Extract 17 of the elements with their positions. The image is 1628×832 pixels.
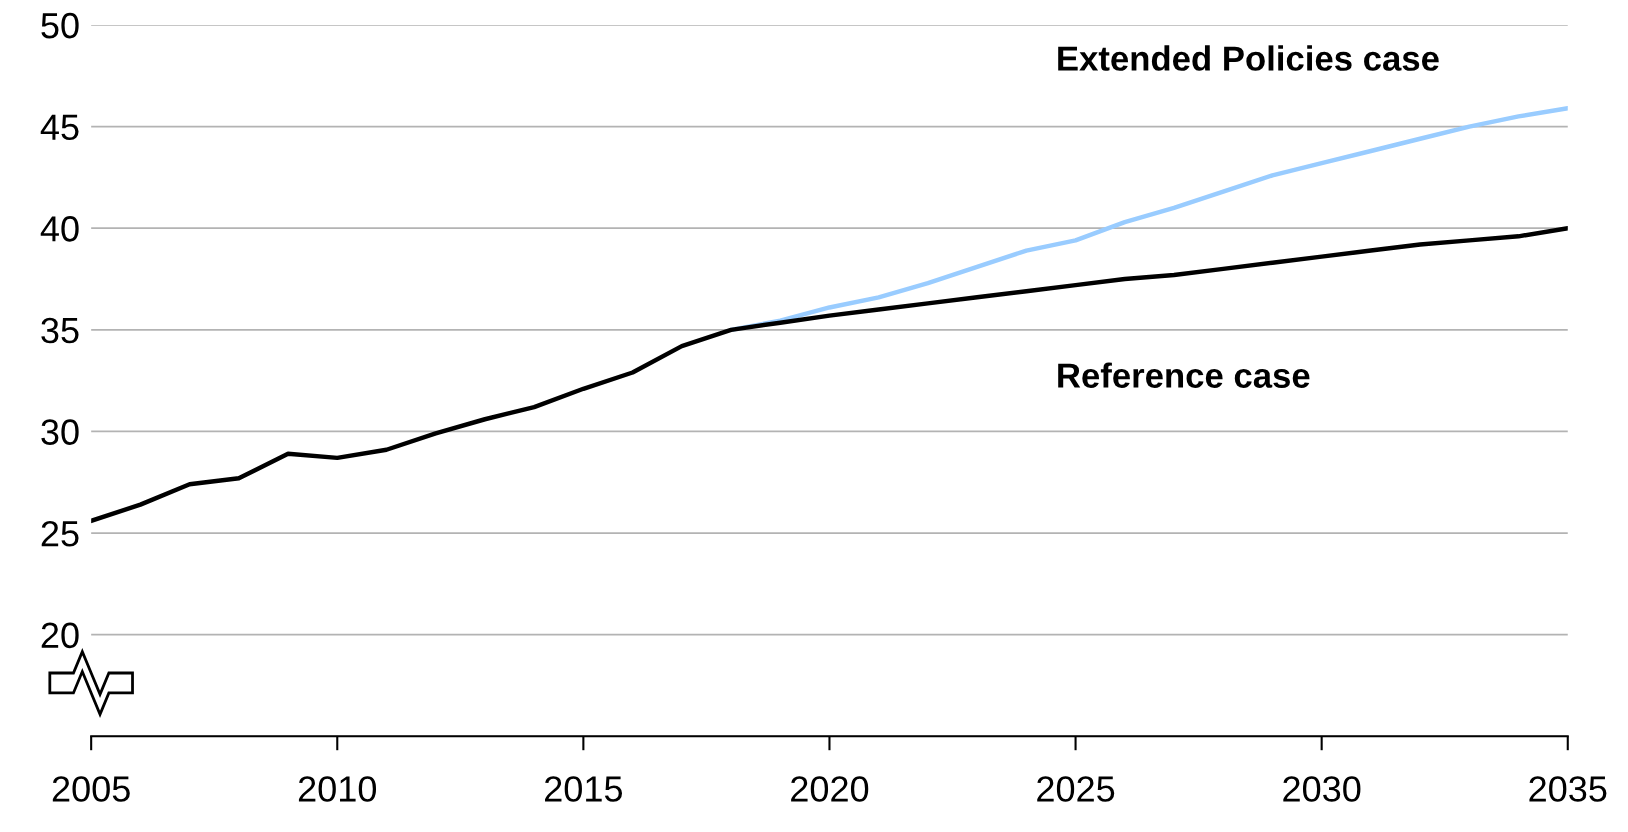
y-tick-label: 20: [41, 622, 79, 649]
x-tick-label: 2015: [545, 776, 623, 802]
series-label: Extended Policies case: [1058, 45, 1439, 71]
y-tick-label: 50: [41, 12, 79, 39]
y-tick-label: 40: [40, 216, 79, 242]
text: Reference case: [1058, 362, 1310, 388]
y-tick-label: 25: [41, 520, 79, 547]
x-tick-label: 2035: [1529, 776, 1607, 802]
line-series: [91, 225, 1568, 524]
y-tick-label: 35: [41, 317, 79, 344]
x-tick-label: 2025: [1037, 776, 1115, 802]
x-tick-label: 2030: [1283, 776, 1361, 802]
x-tick-label: 2010: [298, 776, 377, 802]
y-tick-label: 30: [41, 419, 79, 445]
x-tick-label: 2005: [52, 776, 130, 802]
y-tick-label: 45: [40, 114, 79, 141]
x-tick-label: 2020: [791, 776, 869, 802]
